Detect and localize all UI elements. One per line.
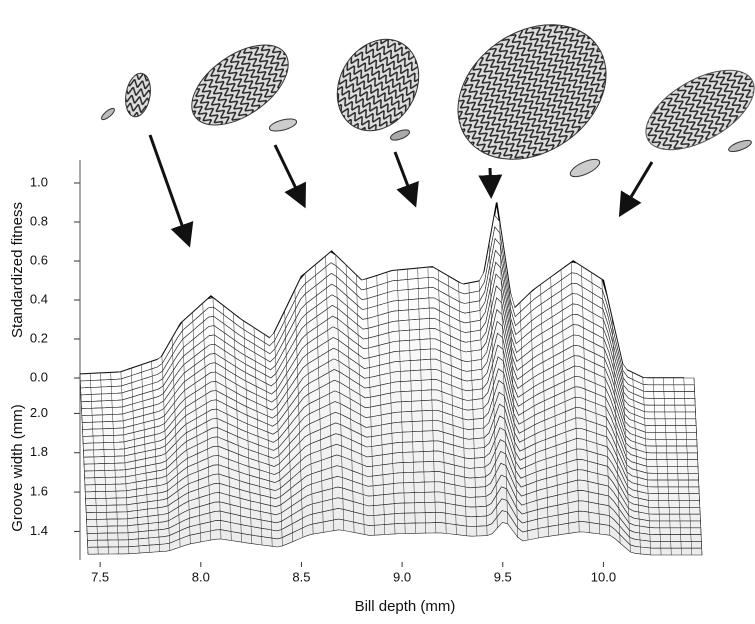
mesh-lines — [87, 512, 703, 556]
mesh-lines — [81, 279, 697, 419]
z-tick-label: 1.6 — [30, 484, 48, 499]
mesh-lines — [81, 302, 697, 433]
mesh-lines — [80, 256, 696, 406]
mesh-lines — [86, 477, 702, 535]
x-axis-label: Bill depth (mm) — [355, 598, 456, 615]
mesh-lines — [84, 384, 699, 481]
mesh-lines — [85, 442, 701, 515]
x-tick-label: 8.0 — [192, 569, 210, 584]
y-tick-label: 1.0 — [30, 174, 48, 189]
arrows — [148, 134, 654, 248]
mesh-lines — [85, 453, 701, 522]
mesh-lines — [84, 419, 700, 501]
mesh-lines — [85, 430, 701, 508]
mesh-lines — [86, 465, 702, 528]
x-tick-label: 9.5 — [494, 569, 512, 584]
mesh-lines — [83, 349, 698, 460]
mesh-lines — [80, 267, 696, 413]
cone-illustrations — [101, 24, 755, 178]
z-tick-label: 2.0 — [30, 405, 48, 420]
mesh-lines — [81, 291, 697, 426]
mesh-lines — [80, 233, 695, 392]
mesh-lines — [82, 314, 698, 440]
mesh-lines — [84, 407, 700, 494]
surface-plot: 7.5 8.0 8.5 9.0 9.5 10.0 0.0 0.2 0.4 0.6 0.8 1.0 1.4… — [30, 160, 703, 584]
x-tick-label: 10.0 — [591, 569, 616, 584]
mesh-lines — [86, 488, 702, 542]
x-tick-label: 7.5 — [91, 569, 109, 584]
z-tick-label: 1.8 — [30, 444, 48, 459]
mesh-lines — [83, 372, 699, 474]
y-axis-label: Standardized fitness — [9, 202, 26, 338]
y-tick-label: 0.2 — [30, 330, 48, 345]
mesh-lines — [82, 337, 698, 453]
mesh-lines — [87, 500, 702, 549]
mesh-lines — [84, 395, 700, 487]
y-tick-label: 0.0 — [30, 369, 48, 384]
y-tick-label: 0.4 — [30, 291, 48, 306]
y-tick-label: 0.8 — [30, 213, 48, 228]
z-axis-label: Groove width (mm) — [9, 404, 26, 532]
mesh-lines — [79, 221, 695, 385]
x-tick-label: 8.5 — [292, 569, 310, 584]
z-tick-label: 1.4 — [30, 523, 48, 538]
y-tick-label: 0.6 — [30, 252, 48, 267]
mesh-lines — [80, 244, 696, 399]
x-tick-label: 9.0 — [393, 569, 411, 584]
mesh-lines — [82, 326, 698, 447]
mesh-lines — [83, 360, 699, 467]
